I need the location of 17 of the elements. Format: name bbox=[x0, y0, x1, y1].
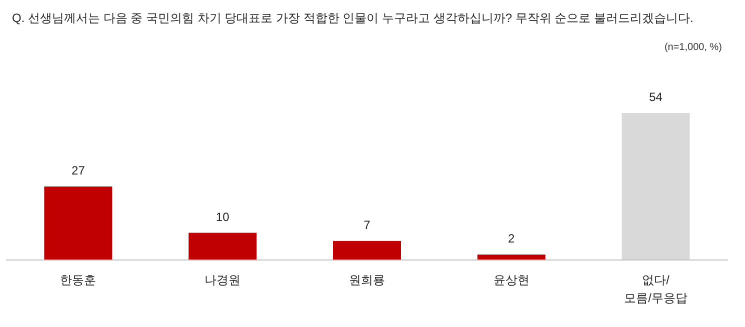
x-tick-label: 없다/ 모름/무응답 bbox=[624, 273, 688, 305]
bar bbox=[477, 254, 546, 260]
data-label: 10 bbox=[216, 210, 230, 224]
x-tick-label: 원희룡 bbox=[349, 273, 385, 287]
bar bbox=[44, 186, 112, 260]
chart-title: Q. 선생님께서는 다음 중 국민의힘 차기 당대표로 가장 적합한 인물이 누구라고 생각하십니까? 무작위 순으로 불러드리겠습니다. bbox=[12, 11, 694, 25]
data-label: 54 bbox=[649, 90, 663, 104]
data-label: 27 bbox=[72, 164, 86, 178]
data-label: 2 bbox=[508, 232, 516, 246]
bar bbox=[622, 113, 690, 260]
bar bbox=[333, 240, 401, 260]
x-tick-label: 나경원 bbox=[204, 273, 241, 287]
text: (n=1,000, %) bbox=[664, 42, 722, 53]
x-tick-label: 한동훈 bbox=[60, 273, 96, 287]
x-tick-label: 윤상현 bbox=[493, 273, 530, 287]
data-label: 7 bbox=[364, 218, 371, 232]
bar bbox=[188, 232, 257, 260]
